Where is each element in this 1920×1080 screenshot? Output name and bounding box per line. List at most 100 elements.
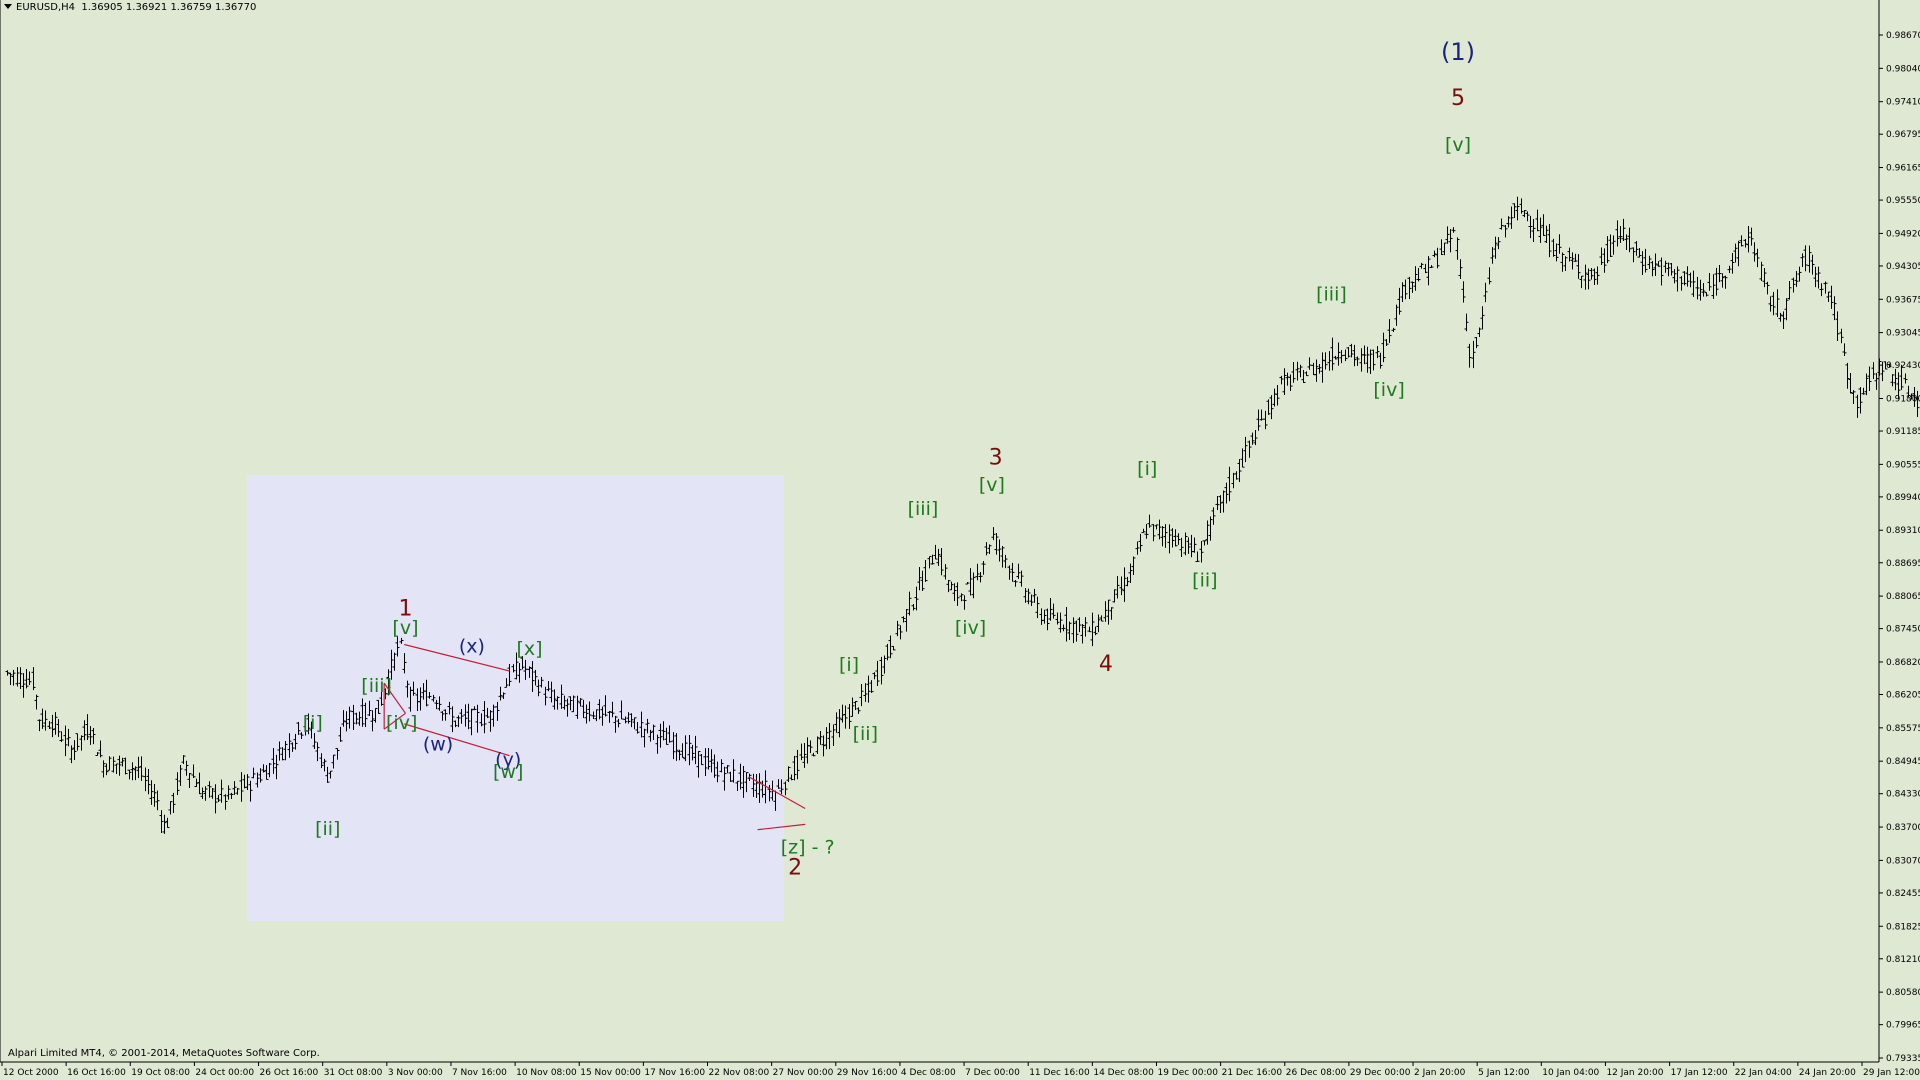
x-tick-label: 24 Jan 20:00 (1799, 1068, 1856, 1078)
ohlc-bar (1698, 279, 1703, 301)
ohlc-bar (338, 726, 343, 742)
ohlc-bar (863, 683, 868, 702)
ohlc-bar (1026, 588, 1031, 605)
ohlc-bar (920, 570, 925, 591)
ohlc-bar (1791, 277, 1796, 293)
ohlc-bar (1685, 266, 1690, 287)
ohlc-bar (623, 716, 628, 724)
ohlc-bar (453, 720, 458, 728)
ohlc-bar (290, 742, 295, 752)
ohlc-bar (1375, 346, 1380, 359)
ohlc-bar (936, 548, 941, 566)
ohlc-bar (91, 727, 96, 745)
ohlc-bar (738, 763, 743, 790)
ohlc-bar (1541, 214, 1546, 236)
wave-label: [iv] (1373, 379, 1404, 401)
ohlc-bar (674, 733, 679, 761)
ohlc-bar (680, 743, 685, 758)
ohlc-bar (808, 740, 813, 754)
ohlc-bar (1803, 245, 1808, 272)
y-tick-label: 0.92430 (1886, 361, 1920, 371)
ohlc-bar (1720, 273, 1725, 288)
ohlc-bar (127, 769, 132, 780)
ohlc-bar (1906, 385, 1911, 398)
ohlc-bar (751, 773, 756, 797)
ohlc-bar (1394, 304, 1399, 326)
y-tick-label: 0.81825 (1886, 922, 1920, 932)
ohlc-bar (498, 686, 503, 701)
ohlc-bar (261, 764, 266, 773)
wave-label: [ii] (315, 818, 340, 840)
ohlc-bar (1237, 458, 1242, 482)
ohlc-bar (434, 699, 439, 710)
ohlc-bar (184, 760, 189, 776)
ohlc-bar (277, 741, 282, 761)
ohlc-bar (1186, 537, 1191, 554)
x-tick-label: 10 Jan 04:00 (1542, 1068, 1599, 1078)
x-tick-label: 15 Nov 00:00 (580, 1068, 641, 1078)
ohlc-bar (200, 787, 205, 799)
ohlc-bar (1048, 597, 1053, 621)
ohlc-bar (1490, 247, 1495, 264)
ohlc-bar (1474, 336, 1479, 349)
ohlc-bar (1855, 394, 1860, 418)
ohlc-bar (1909, 393, 1914, 400)
ohlc-bar (792, 755, 797, 781)
ohlc-bar (1330, 337, 1335, 371)
ohlc-bar (757, 773, 762, 803)
ohlc-bar (971, 572, 976, 599)
ohlc-bar (98, 740, 103, 758)
wave-label: [iv] (955, 617, 986, 639)
ohlc-bar (1029, 594, 1034, 606)
ohlc-bar (635, 721, 640, 734)
ohlc-bar (1893, 368, 1898, 391)
ohlc-bar (1531, 219, 1536, 242)
ohlc-bar (1819, 283, 1824, 297)
ohlc-bar (1464, 313, 1469, 332)
ohlc-bar (872, 672, 877, 680)
ohlc-bar (1624, 234, 1629, 251)
x-tick-label: 12 Jan 20:00 (1606, 1068, 1663, 1078)
ohlc-bar (869, 680, 874, 693)
ohlc-bar (1407, 276, 1412, 299)
ohlc-bar (735, 780, 740, 791)
ohlc-bar (219, 779, 224, 803)
y-tick-label: 0.88695 (1886, 559, 1920, 569)
ohlc-bar (1813, 266, 1818, 288)
ohlc-bar (155, 790, 160, 811)
ohlc-bar (943, 564, 948, 580)
ohlc-bar (664, 727, 669, 745)
ohlc-bar (1333, 355, 1338, 360)
ohlc-bar (837, 709, 842, 738)
channel-line (404, 643, 510, 672)
x-tick-label: 10 Nov 08:00 (516, 1068, 577, 1078)
ohlc-bar (43, 710, 48, 731)
ohlc-bar (1563, 256, 1568, 271)
ohlc-bar (1279, 375, 1284, 385)
ohlc-bar (56, 719, 61, 737)
channel-line (404, 723, 510, 757)
ohlc-bar (1055, 612, 1060, 625)
ohlc-bar (405, 680, 410, 698)
ohlc-bar (962, 595, 967, 610)
ohlc-bar (571, 695, 576, 713)
ohlc-bar (104, 763, 109, 776)
y-tick-label: 0.82455 (1886, 889, 1920, 899)
ohlc-bar (309, 721, 314, 739)
ohlc-bar (1471, 340, 1476, 369)
ohlc-bar (671, 732, 676, 760)
ohlc-bar (1867, 366, 1872, 392)
ohlc-bar (1259, 409, 1264, 421)
dropdown-arrow-icon[interactable] (4, 4, 12, 9)
ohlc-bar (965, 582, 970, 585)
ohlc-bar (1365, 346, 1370, 373)
ohlc-bar (1535, 209, 1540, 232)
ohlc-bar (1403, 279, 1408, 300)
y-tick-label: 0.94920 (1886, 229, 1920, 239)
ohlc-bar (1087, 626, 1092, 633)
ohlc-bar (616, 718, 621, 728)
ohlc-bar (136, 756, 141, 779)
ohlc-bar (1845, 362, 1850, 389)
